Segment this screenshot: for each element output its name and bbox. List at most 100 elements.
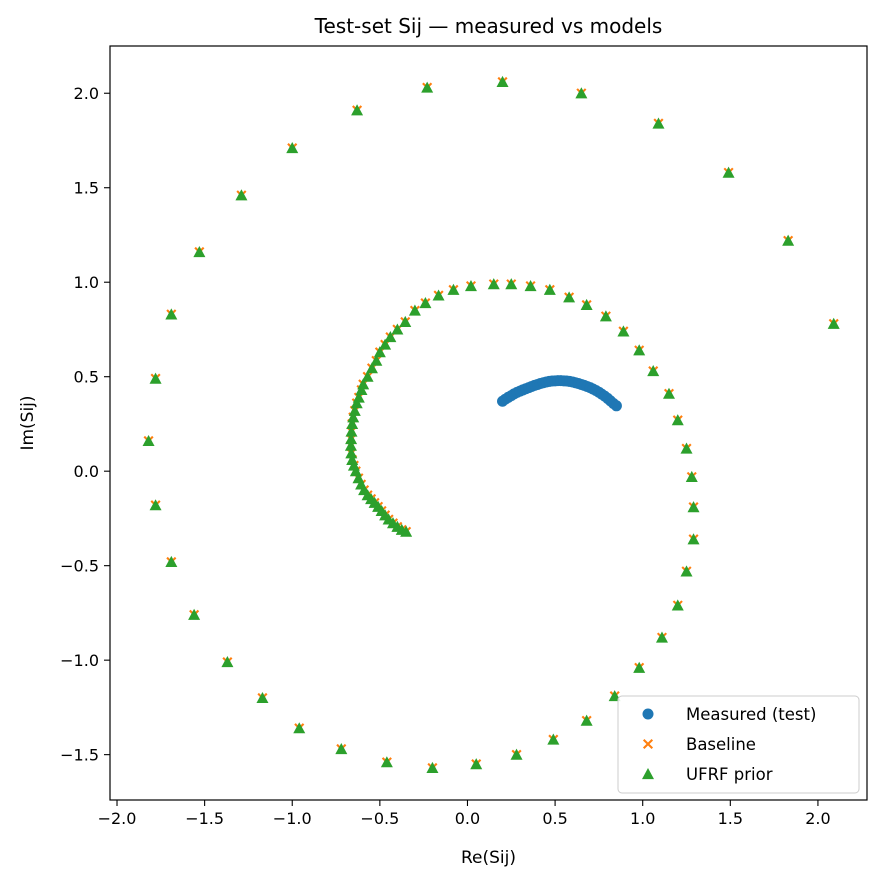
point-triangle <box>687 501 700 513</box>
plot-area <box>110 46 867 800</box>
point-triangle <box>149 372 162 384</box>
point-triangle <box>543 283 556 295</box>
point-triangle <box>599 310 612 322</box>
legend: Measured (test) Baseline UFRF prior <box>617 695 860 794</box>
point-triangle <box>349 465 362 477</box>
point-triangle <box>188 608 201 620</box>
point-triangle <box>165 308 178 320</box>
point-triangle <box>432 289 445 301</box>
point-triangle <box>256 691 269 704</box>
point-triangle <box>380 756 393 768</box>
legend-marker-circle <box>642 708 654 720</box>
point-triangle <box>355 383 368 396</box>
point-triangle <box>347 411 360 423</box>
point-triangle <box>510 748 523 760</box>
point-triangle <box>391 323 404 335</box>
legend-marker-triangle <box>642 768 654 780</box>
x-axis-label: Re(Sij) <box>461 848 516 868</box>
point-triangle <box>345 433 358 445</box>
point-circle <box>610 400 622 412</box>
legend-frame <box>617 695 860 794</box>
point-triangle <box>575 87 588 99</box>
point-triangle <box>680 565 693 577</box>
y-tick-label: 1.0 <box>74 273 99 292</box>
point-triangle <box>344 439 357 451</box>
point-triangle <box>505 278 518 290</box>
y-tick-label: 0.5 <box>74 368 99 387</box>
point-triangle <box>345 425 358 437</box>
point-triangle <box>379 338 392 350</box>
point-triangle <box>464 279 477 292</box>
point-triangle <box>193 245 206 258</box>
point-triangle <box>680 442 693 454</box>
point-triangle <box>687 533 700 545</box>
point-triangle <box>827 317 840 329</box>
point-triangle <box>286 142 299 154</box>
chart-title: Test-set Sij — measured vs models <box>314 14 663 38</box>
point-triangle <box>633 344 646 356</box>
point-triangle <box>580 714 593 726</box>
x-tick-label: −0.5 <box>360 809 399 828</box>
point-triangle <box>348 404 361 416</box>
point-triangle <box>608 690 621 702</box>
point-triangle <box>496 75 509 88</box>
point-triangle <box>408 304 421 316</box>
point-triangle <box>421 81 434 93</box>
x-tick-label: −1.0 <box>273 809 312 828</box>
point-triangle <box>345 447 358 459</box>
point-triangle <box>165 555 178 567</box>
point-triangle <box>524 279 537 292</box>
point-triangle <box>346 453 359 465</box>
point-triangle <box>346 417 359 430</box>
point-triangle <box>361 370 374 382</box>
point-triangle <box>563 291 576 303</box>
point-triangle <box>352 472 365 484</box>
y-tick-label: 1.5 <box>74 179 99 198</box>
legend-label: Baseline <box>686 735 756 754</box>
y-tick-label: −1.0 <box>60 651 99 670</box>
y-tick-label: 0.0 <box>74 462 99 481</box>
plot-frame <box>109 45 868 801</box>
point-triangle <box>722 166 735 178</box>
point-triangle <box>647 365 660 377</box>
point-triangle <box>487 278 500 290</box>
point-triangle <box>335 742 348 755</box>
legend-label: Measured (test) <box>686 705 816 724</box>
point-triangle <box>633 661 646 673</box>
point-triangle <box>293 722 306 734</box>
x-tick-label: 0.5 <box>542 809 567 828</box>
y-tick-label: −1.5 <box>60 746 99 765</box>
point-triangle <box>347 459 360 471</box>
x-tick-label: 1.5 <box>718 809 743 828</box>
point-triangle <box>671 414 684 426</box>
legend-marker-x <box>642 738 654 750</box>
point-triangle <box>351 104 364 116</box>
point-triangle <box>352 391 365 403</box>
series-circle <box>497 375 622 412</box>
point-triangle <box>373 346 386 358</box>
point-triangle <box>350 397 363 409</box>
data-points <box>142 75 840 773</box>
point-triangle <box>357 378 370 390</box>
point-triangle <box>447 283 460 295</box>
x-tick-label: −2.0 <box>98 809 137 828</box>
point-triangle <box>547 733 560 745</box>
legend-label: UFRF prior <box>686 765 773 784</box>
point-triangle <box>580 298 593 310</box>
y-tick-label: 2.0 <box>74 84 99 103</box>
point-triangle <box>470 758 483 770</box>
point-triangle <box>142 434 155 447</box>
x-tick-label: 2.0 <box>805 809 830 828</box>
point-triangle <box>370 354 383 366</box>
point-triangle <box>399 315 412 327</box>
point-triangle <box>617 325 630 337</box>
point-triangle <box>662 387 675 399</box>
point-triangle <box>655 631 668 643</box>
point-triangle <box>685 470 698 482</box>
point-triangle <box>235 189 248 201</box>
point-triangle <box>365 362 378 374</box>
point-triangle <box>358 484 371 496</box>
point-triangle <box>149 499 162 511</box>
series-triangle <box>142 75 840 773</box>
